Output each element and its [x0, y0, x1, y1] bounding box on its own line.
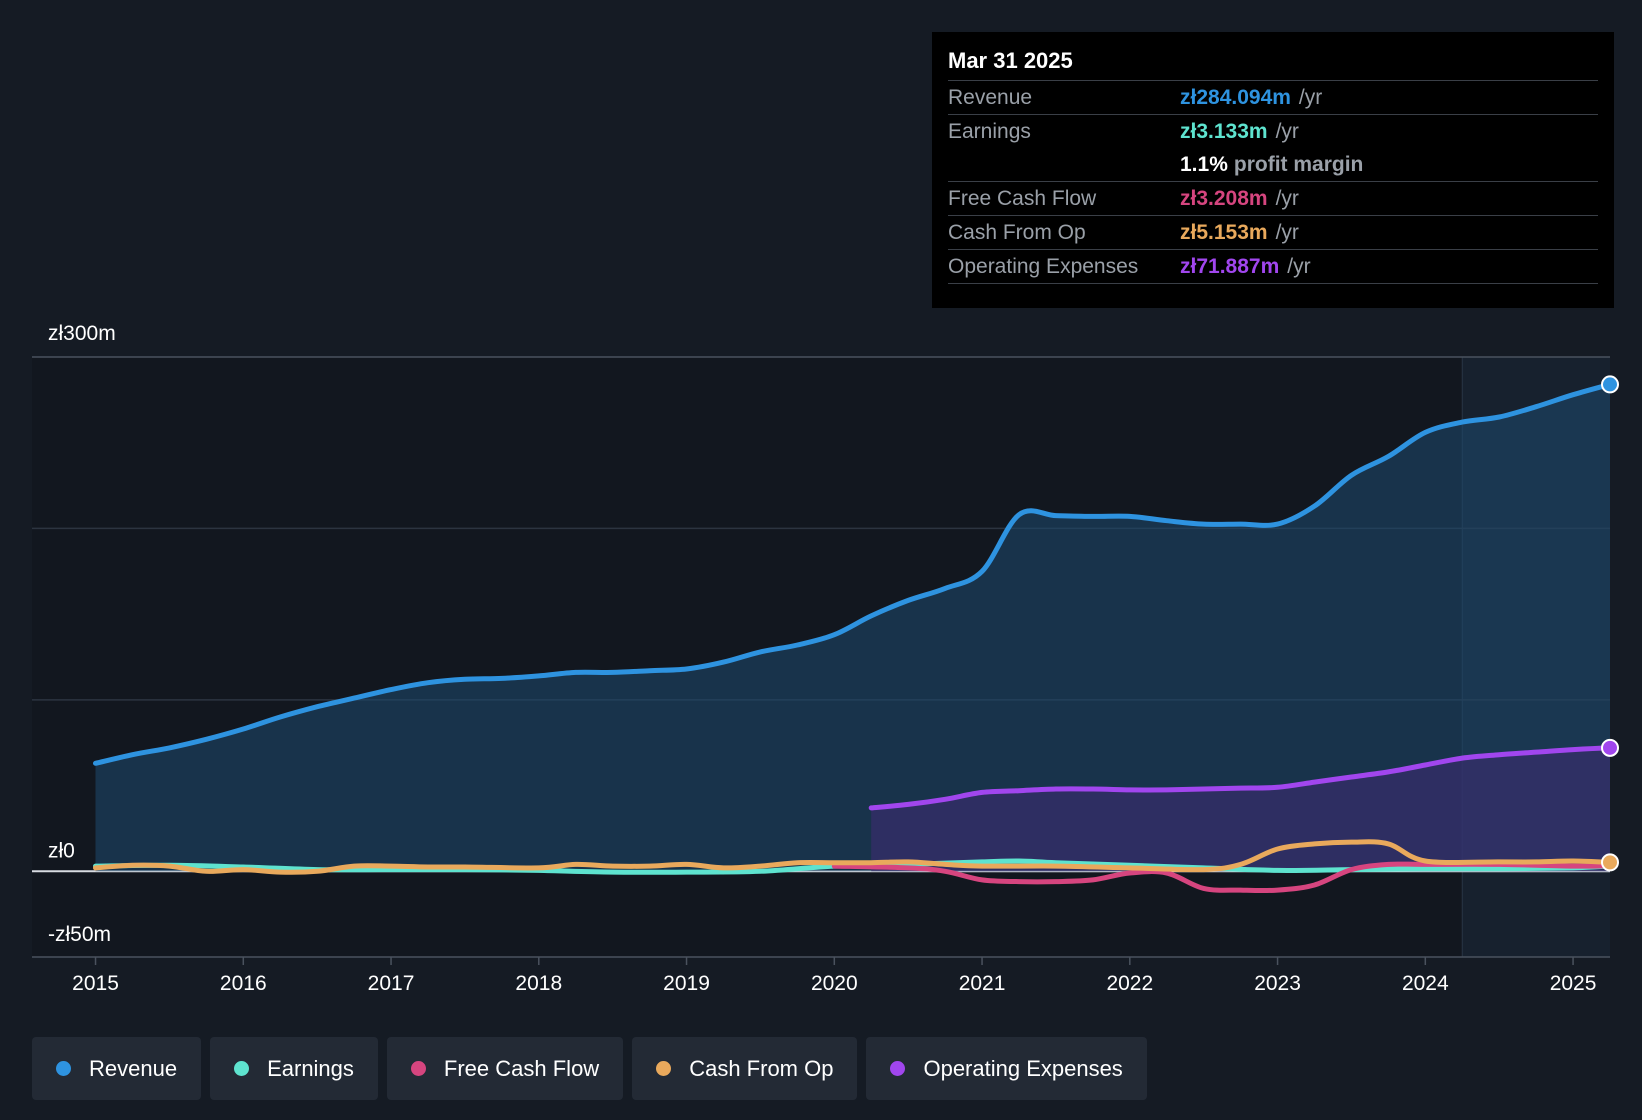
tooltip-value: zł71.887m: [1180, 255, 1280, 278]
end-point-revenue: [1601, 375, 1619, 394]
tooltip-unit: /yr: [1287, 255, 1311, 278]
legend-label: Free Cash Flow: [443, 1055, 600, 1081]
x-tick-label: 2017: [368, 972, 415, 995]
x-tick-label: 2020: [811, 972, 858, 995]
y-axis-label: zł300m: [48, 322, 116, 345]
tooltip-row-cash-from-op: Cash From Op zł5.153m /yr: [948, 216, 1598, 250]
tooltip-label: Revenue: [948, 86, 1033, 109]
x-tick-label: 2015: [72, 972, 119, 995]
tooltip-unit: /yr: [1275, 187, 1299, 210]
tooltip-label: profit margin: [1233, 153, 1364, 176]
y-axis-label: -zł50m: [48, 923, 111, 946]
tooltip-row-free-cash-flow: Free Cash Flow zł3.208m /yr: [948, 182, 1598, 216]
x-tick-label: 2018: [515, 972, 562, 995]
tooltip-unit: /yr: [1275, 221, 1299, 244]
dot-icon: [410, 1061, 426, 1076]
line-earnings: [93, 858, 1613, 875]
legend-item-free-cash-flow[interactable]: Free Cash Flow: [386, 1037, 624, 1100]
tooltip-label: Free Cash Flow: [948, 187, 1097, 210]
tooltip-row-revenue: Revenue zł284.094m /yr: [948, 81, 1598, 115]
line-cash-from-op: [93, 839, 1613, 875]
tooltip-value: zł284.094m: [1180, 86, 1291, 109]
y-axis-label: zł0: [48, 839, 75, 862]
legend-label: Revenue: [89, 1055, 178, 1081]
legend: Revenue Earnings Free Cash Flow Cash Fro…: [32, 1037, 1147, 1100]
tooltip-row-earnings: Earnings zł3.133m /yr: [948, 115, 1598, 148]
legend-item-earnings[interactable]: Earnings: [210, 1037, 378, 1100]
x-tick-label: 2025: [1550, 972, 1597, 995]
end-point-operating-expenses: [1601, 738, 1619, 757]
tooltip-value: zł3.133m: [1180, 120, 1268, 143]
tooltip-label: Operating Expenses: [948, 255, 1139, 278]
dot-icon: [56, 1061, 71, 1076]
area-operating-expenses: [871, 747, 1610, 872]
x-tick-label: 2024: [1402, 972, 1449, 995]
dot-icon: [890, 1061, 906, 1076]
end-point-cash-from-op: [1601, 853, 1619, 872]
tooltip-date: Mar 31 2025: [948, 46, 1598, 81]
tooltip-unit: /yr: [1298, 86, 1323, 109]
tooltip-row-profit-margin: 1.1% profit margin: [948, 148, 1598, 182]
x-tick-label: 2019: [663, 972, 710, 995]
line-free-cash-flow: [831, 861, 1613, 894]
legend-label: Operating Expenses: [923, 1055, 1123, 1081]
tooltip-label: Earnings: [948, 120, 1031, 143]
x-tick-label: 2016: [220, 972, 267, 995]
x-tick-label: 2021: [959, 972, 1006, 995]
line-operating-expenses: [868, 745, 1613, 811]
tooltip-value: zł3.208m: [1180, 187, 1268, 210]
tooltip-value: zł5.153m: [1180, 221, 1268, 244]
tooltip-value: 1.1%: [1180, 153, 1228, 176]
tooltip-row-operating-expenses: Operating Expenses zł71.887m /yr: [948, 250, 1598, 284]
x-tick-label: 2023: [1254, 972, 1301, 995]
line-revenue: [93, 381, 1613, 766]
x-tick-label: 2022: [1106, 972, 1153, 995]
dot-icon: [234, 1061, 250, 1076]
legend-item-cash-from-op[interactable]: Cash From Op: [632, 1037, 858, 1100]
legend-item-revenue[interactable]: Revenue: [32, 1037, 202, 1100]
legend-item-operating-expenses[interactable]: Operating Expenses: [866, 1037, 1147, 1100]
legend-label: Earnings: [267, 1055, 354, 1081]
dot-icon: [656, 1061, 672, 1076]
tooltip-unit: /yr: [1275, 120, 1299, 143]
legend-label: Cash From Op: [689, 1055, 834, 1081]
tooltip-label: Cash From Op: [948, 221, 1086, 244]
tooltip: Mar 31 2025 Revenue zł284.094m /yr Earni…: [932, 32, 1614, 308]
